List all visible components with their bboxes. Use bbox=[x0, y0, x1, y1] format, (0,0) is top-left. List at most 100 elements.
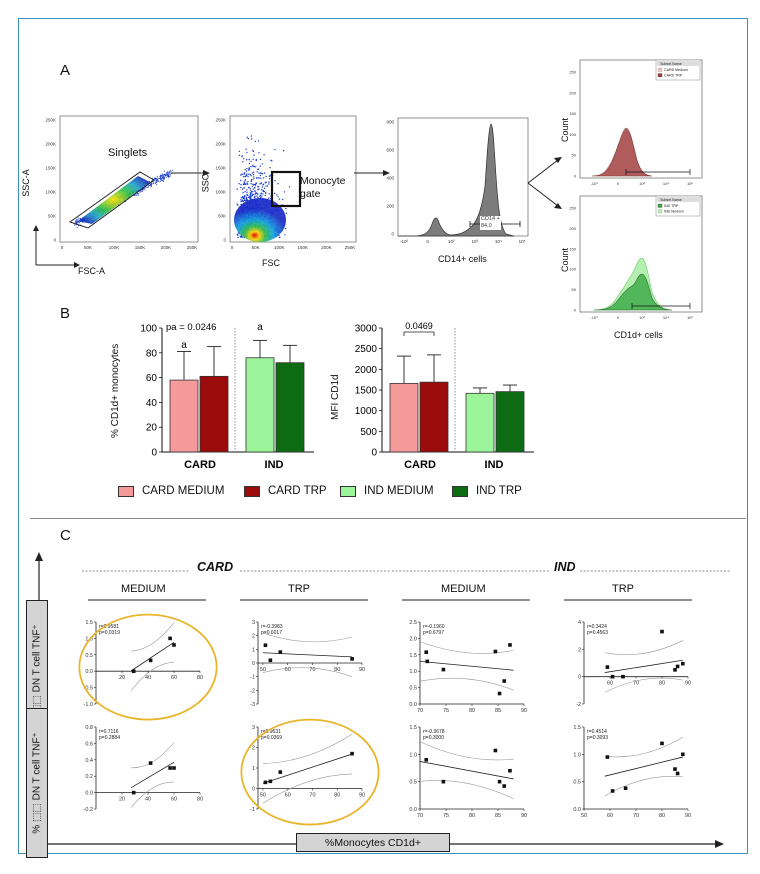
singlet-event-dot bbox=[145, 186, 147, 188]
singlet-event-dot bbox=[139, 191, 141, 193]
bar-ytick-label: 0 bbox=[151, 448, 157, 459]
scatter-ci-lower bbox=[262, 667, 353, 677]
scatter-ci-upper bbox=[604, 640, 683, 656]
flow-ytick-label: 200 bbox=[569, 226, 576, 231]
monocyte-event-dot bbox=[255, 159, 257, 162]
monocyte-event-dot bbox=[265, 185, 267, 187]
singlet-event-dot bbox=[160, 179, 162, 181]
scatter-point bbox=[131, 669, 136, 673]
scatter-point bbox=[424, 758, 429, 762]
scatter-xtick-label: 60 bbox=[607, 681, 613, 687]
scatter-point bbox=[621, 674, 625, 679]
legend-swatch-card-medium bbox=[118, 485, 134, 497]
monocyte-event-dot bbox=[243, 172, 246, 174]
flow-xtick-label: 10⁴ bbox=[663, 181, 669, 186]
singlet-event-dot bbox=[76, 219, 78, 221]
singlet-event-dot bbox=[161, 176, 163, 178]
monocyte-event-dot bbox=[249, 173, 252, 176]
scatter-1-0: 0.8 0.6 0.4 0.2 0.0 -0.2 20 40 60 80 r=0.7116p=0.2… bbox=[84, 725, 204, 813]
bar-ytick-label: 60 bbox=[146, 373, 158, 384]
scatter-point bbox=[502, 679, 507, 683]
monocyte-event-dot bbox=[248, 173, 250, 175]
monocyte-event-dot bbox=[243, 181, 245, 183]
monocyte-event-dot bbox=[257, 189, 259, 191]
scatter-ytick-label: 0.5 bbox=[409, 780, 417, 786]
legend-label-card-trp: CARD TRP bbox=[268, 485, 327, 497]
col-label-ind-medium: MEDIUM bbox=[441, 583, 486, 595]
singlet-event-dot bbox=[159, 177, 162, 179]
bar-card-medium bbox=[169, 379, 199, 453]
singlet-event-dot bbox=[161, 178, 163, 180]
scatter-xtick-label: 80 bbox=[334, 667, 340, 673]
scatter-xtick-label: 80 bbox=[334, 793, 340, 799]
singlet-event-dot bbox=[78, 222, 80, 224]
singlet-event-dot bbox=[78, 225, 80, 227]
monocyte-gate-label-line2: gate bbox=[300, 188, 321, 200]
monocyte-event-dot bbox=[256, 171, 258, 173]
flow-ytick-label: 50K bbox=[218, 214, 226, 219]
monocyte-gate-plot: 250K 200K 150K 100K 50K 0 0 50K 100K 150K 200K 250… bbox=[215, 115, 357, 250]
monocyte-event-dot bbox=[271, 160, 273, 162]
scatter-0-0: 1.51.00.50.0-0.5-1.020 40 60 80r=0.9581p=0.… bbox=[78, 613, 218, 721]
monocyte-event-dot bbox=[263, 187, 266, 189]
scatter-r-value: r=-0.3678 bbox=[423, 729, 445, 735]
monocyte-event-dot bbox=[265, 175, 267, 178]
singlet-event-dot bbox=[76, 220, 78, 222]
singlet-event-dot bbox=[163, 174, 165, 176]
scatter-ytick-label: 0.0 bbox=[409, 807, 417, 813]
monocyte-event-dot bbox=[277, 196, 279, 198]
monocyte-gate-label-line1: Monocyte bbox=[300, 175, 346, 187]
monocyte-event-dot bbox=[253, 154, 255, 156]
monocyte-event-dot bbox=[236, 188, 238, 190]
scatter-point bbox=[350, 657, 354, 661]
flow-ytick-label: 0 bbox=[53, 238, 56, 243]
singlet-event-dot bbox=[162, 178, 164, 180]
monocyte-event-dot bbox=[269, 167, 271, 169]
monocyte-event-dot bbox=[240, 174, 242, 176]
flow-xtick-label: 200K bbox=[161, 245, 172, 250]
singlet-event-dot bbox=[153, 181, 155, 183]
monocyte-event-dot bbox=[285, 207, 287, 210]
scatter-point bbox=[172, 643, 176, 647]
panel-a-letter: A bbox=[60, 62, 71, 79]
singlet-event-dot bbox=[171, 169, 173, 171]
monocyte-event-dot bbox=[242, 192, 244, 194]
singlet-event-dot bbox=[169, 172, 171, 174]
scatter-p-value: p=0.3093 bbox=[587, 735, 608, 741]
singlet-event-dot bbox=[136, 192, 138, 194]
monocyte-event-dot bbox=[255, 158, 257, 161]
monocyte-event-dot bbox=[261, 173, 264, 175]
scatter-ci-lower bbox=[130, 781, 175, 808]
monocyte-event-dot bbox=[244, 182, 246, 185]
significance-highlight-ellipse bbox=[240, 718, 380, 826]
monocyte-event-dot bbox=[243, 158, 245, 160]
scatter-p-value: p=0.3000 bbox=[423, 735, 444, 741]
monocyte-event-dot bbox=[251, 172, 253, 174]
legend-ind-medium: IND MEDIUM bbox=[340, 484, 434, 498]
scatter-xtick-label: 20 bbox=[119, 675, 125, 681]
singlet-event-dot bbox=[153, 177, 156, 179]
monocyte-event-dot bbox=[262, 193, 264, 195]
monocyte-event-dot bbox=[250, 165, 252, 168]
monocyte-event-dot bbox=[282, 149, 285, 152]
monocyte-event-dot bbox=[284, 227, 287, 230]
scatter-ci-upper bbox=[131, 742, 175, 769]
scatter-point bbox=[148, 658, 153, 663]
singlets-plot: 250K 200K 150K 100K 50K 0 0 50K 100K 150K 200K 250… bbox=[45, 115, 199, 250]
singlet-event-dot bbox=[170, 170, 172, 173]
scatter-ytick-label: 3 bbox=[252, 620, 255, 626]
singlets-density-core bbox=[78, 176, 150, 224]
singlet-event-dot bbox=[163, 177, 165, 179]
monocyte-event-dot bbox=[243, 196, 246, 198]
flow-xtick-label: 0 bbox=[231, 245, 234, 250]
scatter-fit-line bbox=[419, 761, 514, 780]
scatter-xtick-label: 90 bbox=[685, 813, 691, 819]
flow-ytick-label: 50 bbox=[572, 153, 577, 158]
singlet-event-dot bbox=[160, 180, 162, 182]
flow-xtick-label: 10³ bbox=[472, 239, 479, 244]
flow-xtick-label: -10³ bbox=[590, 315, 598, 320]
scatter-point bbox=[278, 770, 283, 774]
singlet-event-dot bbox=[163, 175, 165, 177]
arrows-to-histograms bbox=[527, 157, 562, 209]
hcard-legend-trp: CARD TRP bbox=[664, 74, 683, 78]
